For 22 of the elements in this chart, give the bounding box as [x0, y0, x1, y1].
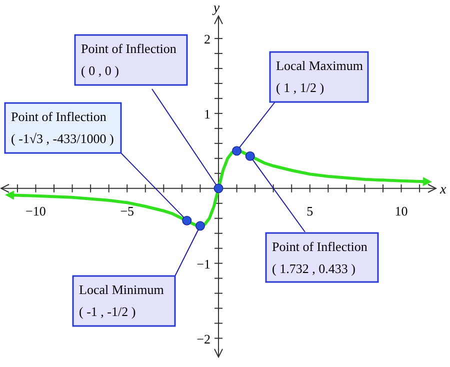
- annotation: Local Maximum ( 1 , 1/2 ): [276, 58, 364, 95]
- point: [195, 221, 205, 231]
- point: [245, 151, 255, 161]
- point: [214, 184, 224, 194]
- y-tick-label: −2: [196, 331, 210, 346]
- point: [232, 146, 242, 156]
- y-axis-title: y: [211, 1, 220, 16]
- annotation: Point of Inflection ( 1.732 , 0.433 ): [272, 239, 368, 276]
- x-tick-label: 10: [394, 203, 408, 218]
- annotation: Point of Inflection ( -1√3 , -433/1000 ): [11, 109, 114, 146]
- x-tick-label: −10: [26, 203, 46, 218]
- callout: Local Minimum ( -1 , -1/2 ): [72, 228, 200, 327]
- annotation: Local Minimum ( -1 , -1/2 ): [79, 282, 164, 319]
- x-tick-label: 5: [306, 203, 314, 218]
- y-tick-label: 1: [204, 106, 210, 122]
- annotation: Point of Inflection ( 0 , 0 ): [81, 41, 177, 78]
- x-axis-title: x: [439, 182, 447, 198]
- x-tick-label: −5: [120, 203, 134, 218]
- point: [182, 216, 192, 226]
- callout: Local Maximum ( 1 , 1/2 ): [238, 51, 369, 150]
- y-tick-label: −1: [196, 256, 210, 272]
- y-tick-label: 2: [204, 31, 210, 46]
